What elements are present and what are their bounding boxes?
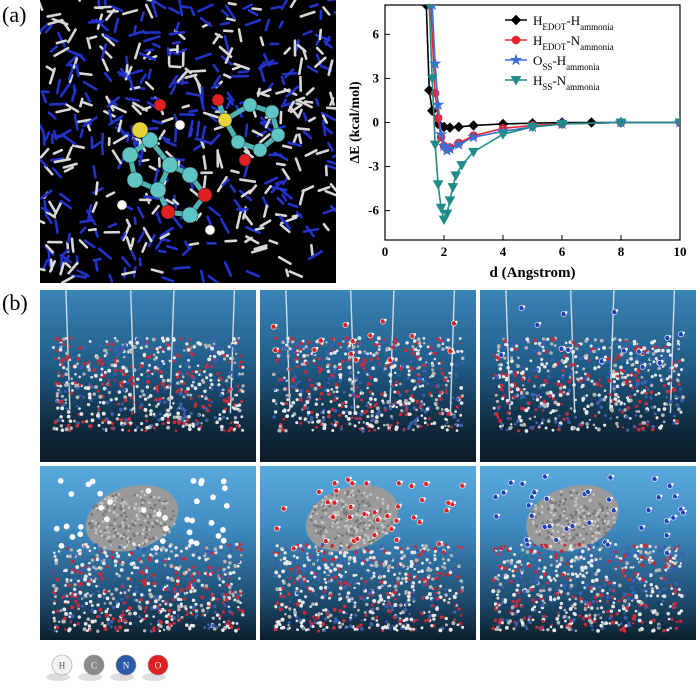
molecular-dynamics-snapshot xyxy=(40,0,336,283)
atom-legend-item: C xyxy=(78,655,104,681)
x-tick-label: 4 xyxy=(500,244,507,259)
sim-snapshot-top-1 xyxy=(40,290,256,462)
sim-snapshot-top-3 xyxy=(480,290,696,462)
atom-symbol: N xyxy=(123,661,130,671)
y-tick-label: -3 xyxy=(368,159,379,174)
y-axis-label: ΔE (kcal/mol) xyxy=(348,81,363,164)
series-line xyxy=(429,5,680,219)
data-point xyxy=(448,184,457,192)
sim-snapshot-top-2 xyxy=(260,290,476,462)
legend-label: HEDOT-Hammonia xyxy=(533,13,614,32)
data-point xyxy=(454,122,463,131)
legend-item: HSS-Nammonia xyxy=(505,73,600,92)
x-tick-label: 2 xyxy=(441,244,448,259)
x-tick-label: 10 xyxy=(674,244,687,259)
atom-symbol: H xyxy=(59,661,66,671)
chart-series xyxy=(422,0,685,224)
panel-b-label: (b) xyxy=(2,290,28,316)
data-point xyxy=(434,114,442,122)
series-3 xyxy=(425,2,685,224)
legend-label: OSS-Hammonia xyxy=(533,53,600,72)
y-tick-label: 3 xyxy=(373,70,380,85)
legend-marker xyxy=(512,36,520,44)
y-tick-label: -6 xyxy=(368,203,379,218)
data-point xyxy=(445,197,454,205)
legend-item: HEDOT-Nammonia xyxy=(505,33,614,52)
atom-symbol: O xyxy=(155,661,162,671)
data-point xyxy=(451,172,460,180)
data-point xyxy=(431,141,440,149)
chart-axes: 0 2 4 6 8 10 -6 -3 0 3 6 d (Angstrom) ΔE (kcal/mol) xyxy=(348,5,687,281)
data-point xyxy=(469,121,478,130)
legend-marker xyxy=(512,16,521,25)
data-point xyxy=(434,181,443,189)
simulation-snapshot-grid xyxy=(40,290,696,640)
x-tick-label: 6 xyxy=(559,244,566,259)
sim-snapshot-bottom-1 xyxy=(40,466,256,640)
atom-legend-item: O xyxy=(142,655,168,681)
legend-label: HEDOT-Nammonia xyxy=(533,33,614,52)
x-tick-label: 0 xyxy=(382,244,389,259)
sim-snapshot-bottom-2 xyxy=(260,466,476,640)
atom-legend-item: N xyxy=(110,655,136,681)
chart-legend: HEDOT-HammoniaHEDOT-NammoniaOSS-Hammonia… xyxy=(505,13,614,92)
legend-item: OSS-Hammonia xyxy=(505,53,600,72)
x-tick-label: 8 xyxy=(618,244,625,259)
panel-a-label: (a) xyxy=(2,2,26,28)
y-tick-label: 6 xyxy=(373,26,380,41)
y-tick-label: 0 xyxy=(373,115,380,130)
sim-snapshot-bottom-3 xyxy=(480,466,696,640)
x-axis-label: d (Angstrom) xyxy=(490,265,576,281)
legend-marker xyxy=(511,55,521,64)
atom-legend-item: H xyxy=(46,655,72,681)
atom-symbol: C xyxy=(91,661,97,671)
legend-label: HSS-Nammonia xyxy=(533,73,600,92)
legend-item: HEDOT-Hammonia xyxy=(505,13,614,32)
data-point xyxy=(457,162,466,170)
md-snapshot-image xyxy=(40,0,336,283)
